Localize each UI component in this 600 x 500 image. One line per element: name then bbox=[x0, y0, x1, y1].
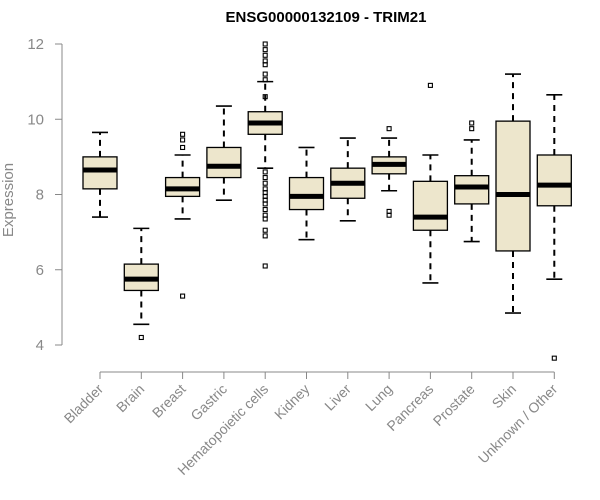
outlier-point bbox=[262, 41, 268, 47]
y-tick-label: 6 bbox=[36, 262, 44, 279]
outlier-point bbox=[262, 180, 268, 186]
box-group-bladder bbox=[82, 131, 118, 218]
y-tick-label: 10 bbox=[27, 111, 44, 128]
outlier-point bbox=[180, 293, 186, 299]
outlier-point bbox=[262, 58, 268, 64]
outlier-point bbox=[262, 212, 268, 218]
x-tick-label: Liver bbox=[321, 381, 354, 414]
outlier-point bbox=[180, 137, 186, 143]
y-tick-label: 8 bbox=[36, 187, 44, 204]
box bbox=[82, 156, 118, 190]
x-tick-label: Bladder bbox=[61, 381, 107, 427]
box-group-liver bbox=[330, 137, 366, 222]
box bbox=[412, 180, 449, 231]
x-tick-label: Kidney bbox=[271, 381, 313, 423]
outlier-point bbox=[262, 71, 268, 77]
outlier-point bbox=[180, 144, 186, 151]
box-group-skin bbox=[495, 73, 531, 314]
box-group-lung bbox=[371, 126, 407, 218]
x-tick-label: Lung bbox=[362, 381, 395, 414]
box-group-unknown-other bbox=[536, 93, 572, 361]
box-group-pancreas bbox=[412, 82, 449, 284]
outlier-point bbox=[262, 175, 268, 181]
outlier-point bbox=[180, 131, 186, 137]
outlier-point bbox=[427, 82, 433, 88]
outlier-point bbox=[262, 186, 268, 192]
outlier-point bbox=[469, 120, 475, 126]
box-group-prostate bbox=[454, 120, 490, 243]
y-axis: 4 6 8 10 12 bbox=[27, 36, 63, 354]
outlier-point bbox=[386, 126, 392, 132]
box-group-brain bbox=[123, 227, 159, 341]
outlier-point bbox=[551, 355, 557, 361]
outlier-point bbox=[262, 94, 268, 100]
outlier-point bbox=[262, 77, 268, 83]
x-tick-label: Brain bbox=[113, 381, 147, 415]
outlier-point bbox=[262, 52, 268, 58]
x-tick-label: Prostate bbox=[430, 381, 478, 429]
box bbox=[454, 175, 490, 205]
box-group-breast bbox=[164, 131, 201, 299]
outlier-point bbox=[138, 334, 144, 341]
x-tick-label: Breast bbox=[149, 381, 189, 421]
x-tick-label: Skin bbox=[489, 381, 520, 412]
box bbox=[495, 120, 531, 252]
outlier-point bbox=[262, 47, 268, 53]
box-group-hematopoietic-cells bbox=[247, 41, 283, 269]
outlier-point bbox=[262, 233, 268, 239]
outlier-point bbox=[262, 227, 268, 233]
outlier-point bbox=[262, 207, 268, 213]
y-tick-label: 4 bbox=[36, 337, 44, 354]
plot-area bbox=[82, 41, 572, 361]
chart-title: ENSG00000132109 - TRIM21 bbox=[226, 9, 427, 26]
y-tick-label: 12 bbox=[27, 36, 44, 53]
outlier-point bbox=[386, 208, 392, 214]
box bbox=[206, 146, 242, 179]
box bbox=[288, 176, 325, 211]
outlier-point bbox=[469, 126, 475, 132]
y-axis-label: Expression bbox=[0, 163, 17, 237]
box bbox=[536, 154, 572, 207]
box-group-gastric bbox=[206, 105, 242, 201]
outlier-point bbox=[262, 169, 268, 175]
outlier-point bbox=[262, 263, 268, 269]
box-group-kidney bbox=[288, 146, 325, 241]
